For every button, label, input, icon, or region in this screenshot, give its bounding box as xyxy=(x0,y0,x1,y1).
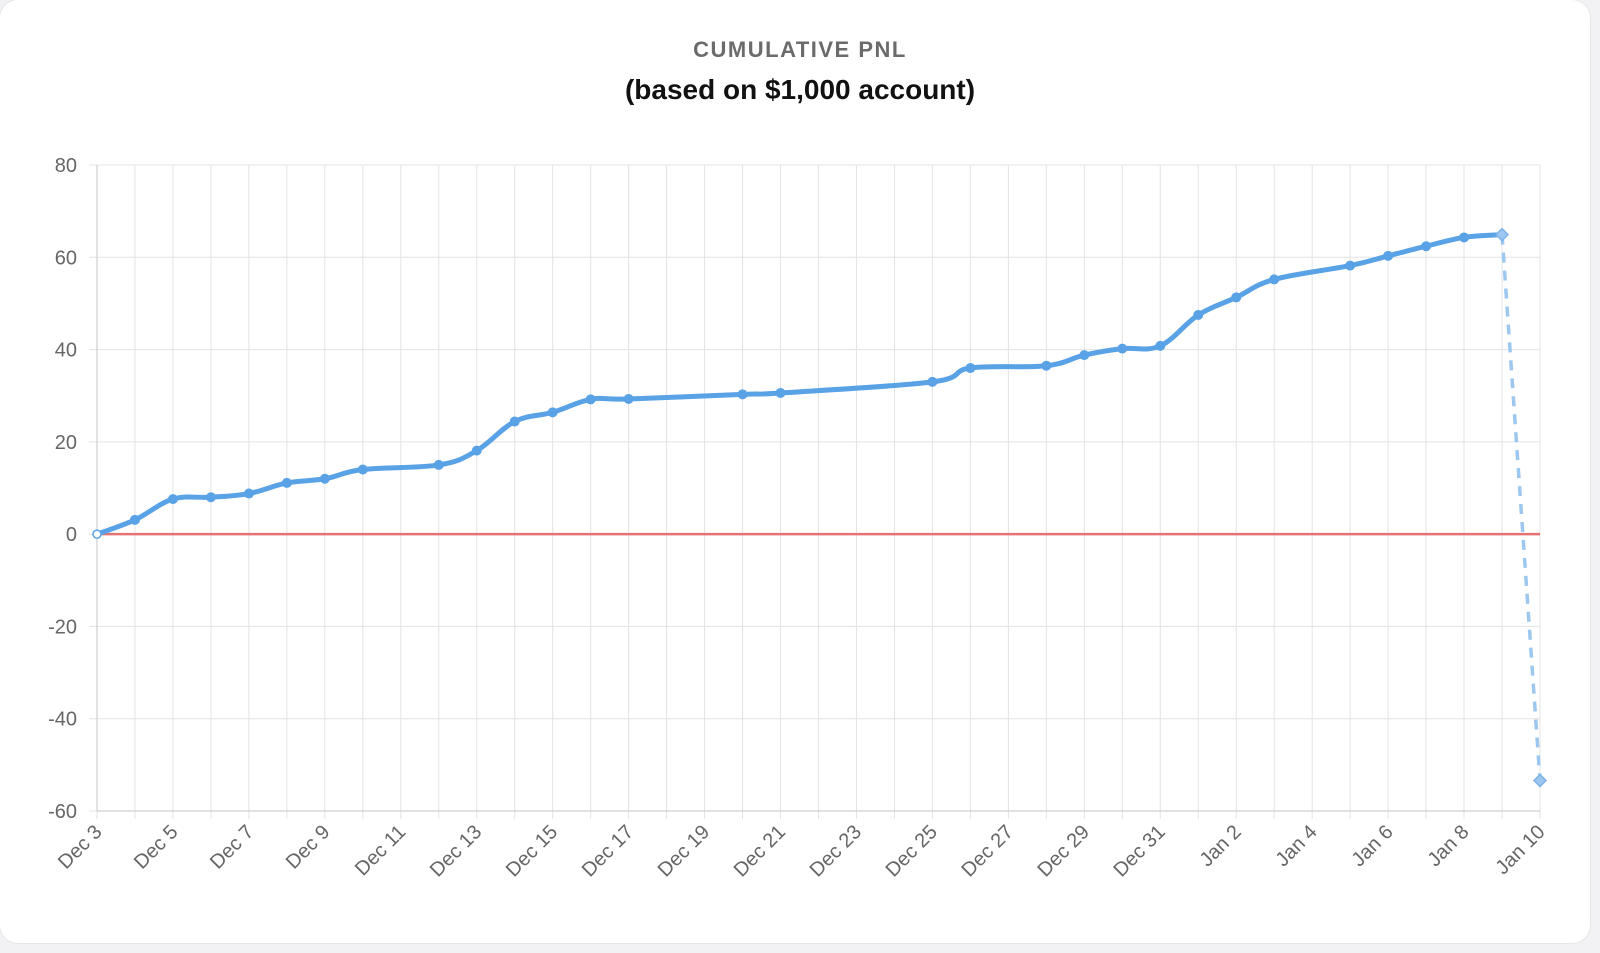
pnl-data-point xyxy=(585,394,596,405)
pnl-data-point xyxy=(965,363,976,374)
x-tick-label: Dec 21 xyxy=(730,821,790,881)
series xyxy=(92,227,1548,788)
y-tick-label: -40 xyxy=(48,709,77,731)
pnl-data-point xyxy=(92,529,102,539)
x-tick-label: Dec 15 xyxy=(502,821,562,881)
y-tick-label: 20 xyxy=(55,432,77,454)
pnl-data-point xyxy=(167,494,178,505)
x-tick-label: Jan 6 xyxy=(1347,821,1397,871)
pnl-data-point xyxy=(1155,340,1166,351)
x-tick-label: Dec 7 xyxy=(206,821,259,874)
pnl-data-point xyxy=(1269,274,1280,285)
pnl-data-point xyxy=(737,389,748,400)
chart-subtitle: (based on $1,000 account) xyxy=(624,74,976,105)
chart-title: CUMULATIVE PNL xyxy=(693,37,907,62)
x-tick-label: Jan 8 xyxy=(1423,821,1473,871)
pnl-data-point xyxy=(319,473,330,484)
pnl-data-point xyxy=(281,477,292,488)
x-tick-label: Jan 4 xyxy=(1272,821,1322,871)
pnl-data-point xyxy=(1231,292,1242,303)
x-tick-label: Dec 31 xyxy=(1109,821,1169,881)
pnl-data-point xyxy=(1079,350,1090,361)
y-tick-label: -60 xyxy=(48,801,77,823)
projection-point-marker xyxy=(1494,227,1510,242)
projection-line xyxy=(1500,234,1542,781)
x-tick-label: Dec 3 xyxy=(54,821,107,874)
pnl-data-point xyxy=(1383,250,1394,261)
pnl-data-point xyxy=(357,464,368,475)
pnl-data-point xyxy=(1345,260,1356,271)
projection-point-marker xyxy=(1532,773,1548,788)
pnl-data-point xyxy=(1041,360,1052,371)
grid xyxy=(89,164,1541,819)
pnl-data-point xyxy=(927,376,938,387)
pnl-data-point xyxy=(775,387,786,398)
y-tick-label: 0 xyxy=(66,524,77,546)
pnl-data-point xyxy=(1117,343,1128,354)
pnl-data-point xyxy=(433,459,444,470)
y-tick-label: -20 xyxy=(48,616,77,638)
pnl-data-point xyxy=(1193,309,1204,320)
axes xyxy=(96,165,1540,812)
x-tick-label: Dec 25 xyxy=(882,821,942,881)
y-tick-label: 60 xyxy=(55,247,77,269)
x-tick-label: Jan 10 xyxy=(1492,821,1550,879)
x-tick-label: Dec 11 xyxy=(351,821,410,880)
y-tick-label: 40 xyxy=(55,340,77,362)
pnl-series-line xyxy=(94,232,1505,537)
pnl-data-point xyxy=(205,492,216,503)
x-tick-label: Jan 2 xyxy=(1196,821,1246,871)
pnl-data-point xyxy=(1421,241,1432,252)
x-tick-label: Dec 29 xyxy=(1033,821,1093,881)
pnl-data-point xyxy=(623,393,634,404)
x-tick-label: Dec 23 xyxy=(806,821,866,881)
x-tick-label: Dec 5 xyxy=(130,821,183,874)
x-tick-label: Dec 17 xyxy=(578,821,638,881)
pnl-data-point xyxy=(243,488,254,499)
x-tick-label: Dec 19 xyxy=(654,821,714,881)
x-tick-label: Dec 9 xyxy=(282,821,335,874)
pnl-data-point xyxy=(471,445,482,456)
pnl-data-point xyxy=(1459,232,1470,243)
pnl-data-point xyxy=(129,514,140,525)
y-tick-label: 80 xyxy=(55,155,77,177)
x-tick-label: Dec 13 xyxy=(426,821,486,881)
pnl-data-point xyxy=(547,407,558,418)
pnl-data-point xyxy=(509,416,520,427)
x-tick-label: Dec 27 xyxy=(958,821,1018,881)
